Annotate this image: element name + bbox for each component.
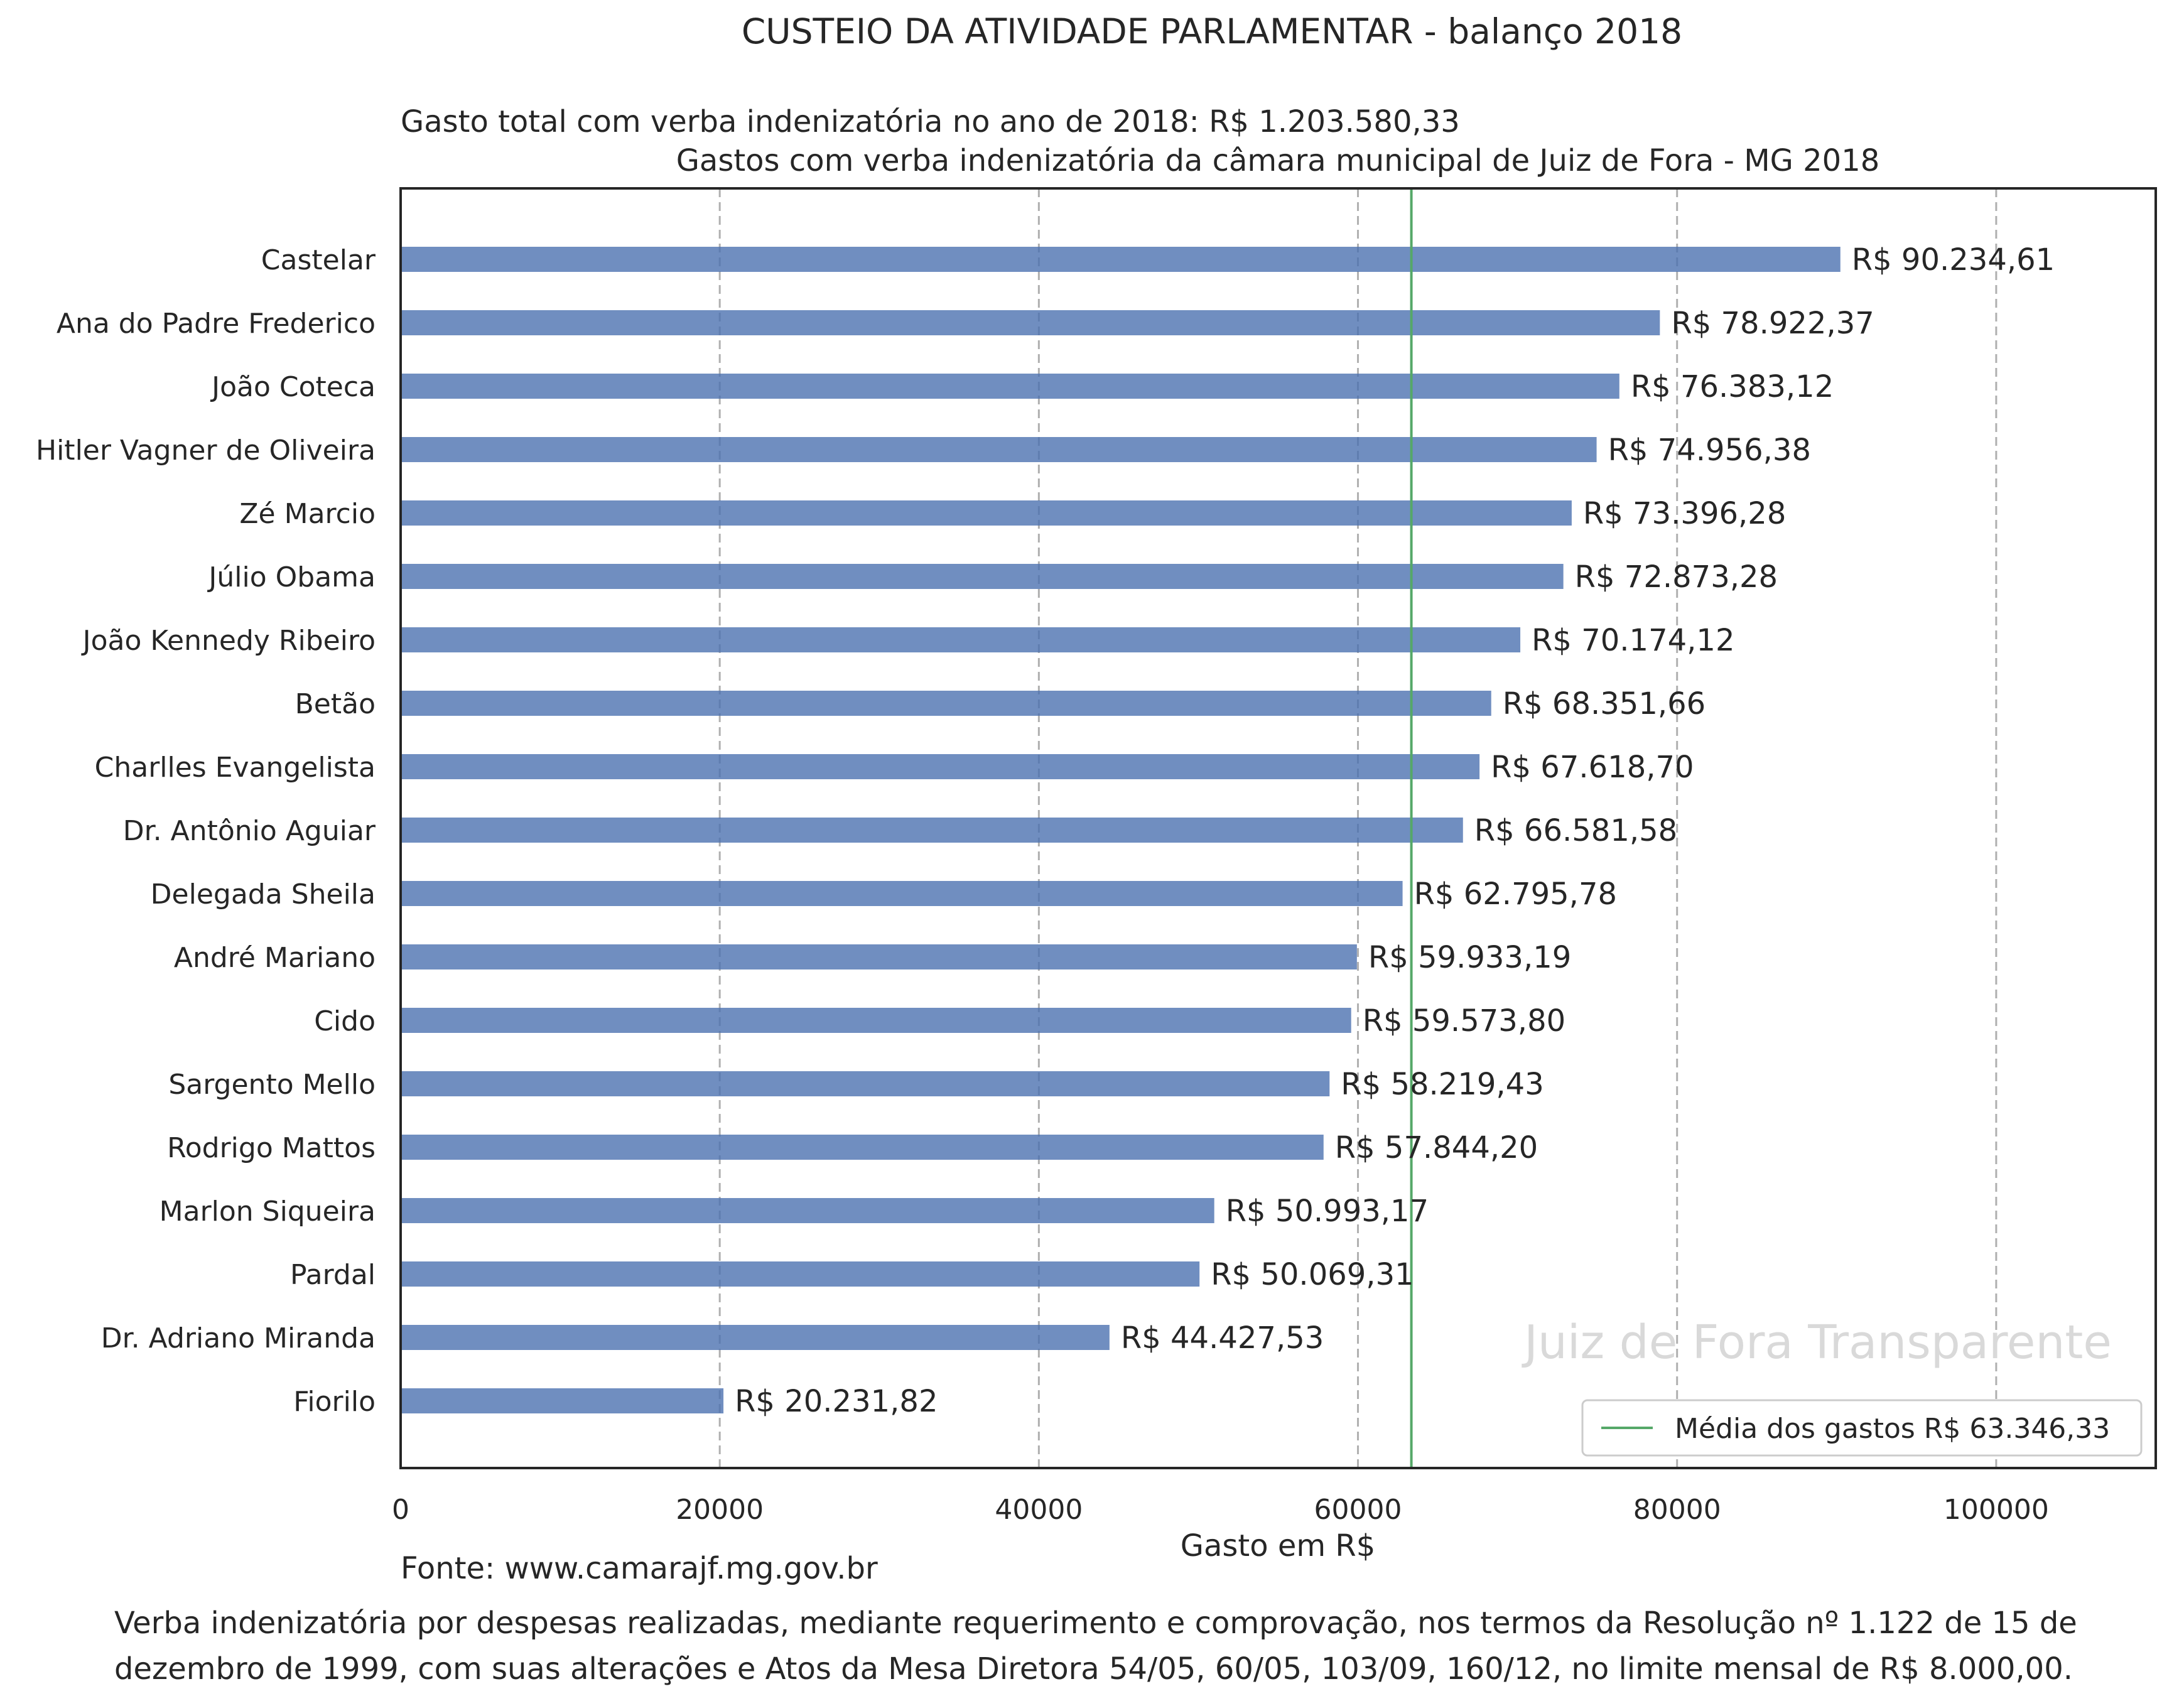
value-label: R$ 72.873,28: [1575, 559, 1778, 595]
y-axis-labels: Castelar Ana do Padre Frederico João Cotec…: [36, 244, 376, 1418]
chart-title: Gastos com verba indenizatória da câmara…: [676, 143, 1880, 178]
y-tick-label: Júlio Obama: [207, 561, 376, 593]
y-tick-label: Rodrigo Mattos: [167, 1132, 376, 1164]
value-label: R$ 78.922,37: [1671, 306, 1874, 341]
y-tick-label: Ana do Padre Frederico: [57, 308, 376, 340]
bar: [401, 437, 1597, 462]
bar: [401, 754, 1480, 779]
value-label: R$ 62.795,78: [1414, 877, 1617, 912]
bar: [401, 1198, 1214, 1223]
bars: [401, 247, 1841, 1413]
y-tick-label: André Mariano: [174, 942, 376, 974]
value-label: R$ 59.573,80: [1363, 1003, 1565, 1039]
value-label: R$ 59.933,19: [1368, 940, 1571, 975]
x-axis-label: Gasto em R$: [1181, 1528, 1376, 1563]
legend-box: [1581, 1399, 2143, 1457]
value-label: R$ 73.396,28: [1583, 496, 1786, 531]
legend-label: Média dos gastos R$ 63.346,33: [1675, 1413, 2110, 1445]
value-label: R$ 44.427,53: [1121, 1320, 1324, 1356]
y-tick-label: Dr. Adriano Miranda: [101, 1322, 376, 1354]
x-tick-label: 20000: [676, 1494, 764, 1526]
bar: [401, 881, 1403, 906]
value-label: R$ 50.069,31: [1211, 1257, 1414, 1292]
value-label: R$ 20.231,82: [735, 1384, 938, 1419]
y-tick-label: Dr. Antônio Aguiar: [123, 815, 376, 847]
y-tick-label: Betão: [295, 688, 376, 720]
footnote-line-2: dezembro de 1999, com suas alterações e …: [114, 1651, 2073, 1687]
total-spending-text: Gasto total com verba indenizatória no a…: [401, 104, 1460, 139]
value-label: R$ 67.618,70: [1491, 750, 1694, 785]
y-tick-label: Fiorilo: [293, 1386, 376, 1418]
bar: [401, 1008, 1351, 1033]
value-label: R$ 50.993,17: [1226, 1194, 1429, 1229]
plot-frame: [399, 187, 2157, 1469]
watermark: Juiz de Fora Transparente: [1522, 1315, 2112, 1369]
legend: Média dos gastos R$ 63.346,33: [1581, 1399, 2143, 1457]
bar: [401, 1388, 724, 1413]
y-tick-label: Charlles Evangelista: [95, 752, 376, 784]
value-labels: R$ 90.234,61 R$ 78.922,37 R$ 76.383,12 R$ 7…: [735, 242, 2055, 1419]
bar: [401, 1071, 1330, 1096]
y-tick-label: Zé Marcio: [239, 498, 376, 530]
bar: [401, 374, 1619, 399]
y-tick-label: Cido: [314, 1005, 376, 1037]
figure-title: CUSTEIO DA ATIVIDADE PARLAMENTAR - balan…: [742, 11, 1682, 51]
value-label: R$ 68.351,66: [1503, 686, 1706, 721]
y-tick-label: Hitler Vagner de Oliveira: [36, 435, 376, 467]
x-tick-label: 60000: [1314, 1494, 1402, 1526]
footnote-line-1: Verba indenizatória por despesas realiza…: [114, 1606, 2077, 1641]
value-label: R$ 76.383,12: [1631, 369, 1834, 404]
bar: [401, 818, 1463, 843]
value-label: R$ 74.956,38: [1608, 433, 1811, 468]
y-tick-label: Castelar: [261, 244, 376, 276]
y-tick-label: João Kennedy Ribeiro: [81, 625, 376, 657]
y-tick-label: Delegada Sheila: [151, 878, 376, 910]
value-label: R$ 66.581,58: [1474, 813, 1677, 848]
bar: [401, 1135, 1324, 1160]
bar: [401, 310, 1660, 335]
y-tick-label: Marlon Siqueira: [159, 1196, 376, 1228]
bar: [401, 1325, 1110, 1350]
value-label: R$ 90.234,61: [1852, 242, 2055, 278]
bar: [401, 564, 1564, 589]
x-tick-label: 100000: [1943, 1494, 2049, 1526]
source-text: Fonte: www.camarajf.mg.gov.br: [401, 1551, 878, 1586]
value-label: R$ 70.174,12: [1532, 623, 1734, 658]
y-tick-label: João Coteca: [210, 371, 376, 403]
y-tick-label: Pardal: [290, 1259, 376, 1291]
x-axis-ticks: 0 20000 40000 60000 80000 100000: [392, 1494, 2049, 1526]
bar: [401, 500, 1572, 526]
bar: [401, 1261, 1200, 1287]
value-label: R$ 57.844,20: [1335, 1130, 1538, 1165]
bar: [401, 627, 1521, 652]
x-tick-label: 0: [392, 1494, 409, 1526]
bar: [401, 691, 1491, 716]
x-tick-label: 80000: [1633, 1494, 1721, 1526]
value-label: R$ 58.219,43: [1341, 1067, 1543, 1102]
y-tick-label: Sargento Mello: [168, 1069, 376, 1101]
x-tick-label: 40000: [995, 1494, 1083, 1526]
bar: [401, 247, 1841, 272]
bar: [401, 944, 1357, 969]
